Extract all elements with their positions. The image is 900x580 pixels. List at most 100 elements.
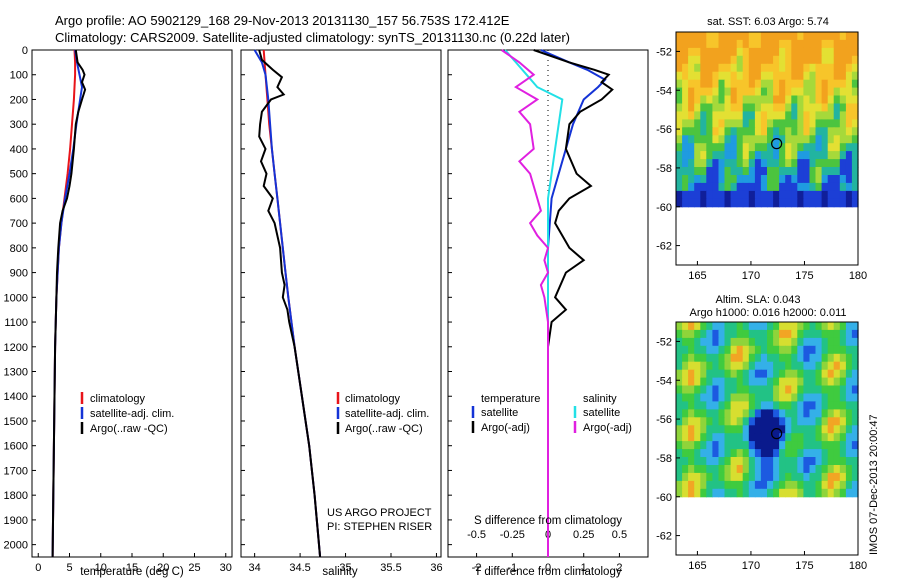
map-cell: [851, 167, 859, 176]
map-cell: [712, 441, 720, 450]
map-cell: [767, 39, 774, 49]
map-cell: [688, 377, 695, 387]
map-cell: [760, 159, 768, 168]
map-cell: [706, 32, 713, 41]
map-cell: [742, 190, 750, 200]
map-cell: [694, 127, 701, 136]
map-cell: [845, 182, 853, 192]
y-tick-label: 1500: [4, 416, 28, 428]
map-cell: [845, 393, 853, 402]
map-cell: [694, 361, 701, 371]
map-cell: [724, 329, 732, 339]
map-cell: [700, 417, 707, 426]
map-cell: [809, 103, 817, 112]
map-cell: [833, 111, 841, 120]
map-cell: [754, 32, 762, 41]
map-cell: [797, 79, 804, 89]
map-cell: [700, 472, 707, 482]
map-cell: [754, 111, 762, 120]
map-cell: [821, 449, 829, 458]
map-cell: [821, 401, 829, 410]
map-cell: [706, 182, 713, 192]
map-cell: [845, 488, 853, 498]
map-y-tick-label: -58: [656, 453, 672, 465]
y-tick-label: 1900: [4, 515, 28, 527]
map-cell: [797, 457, 804, 466]
map-cell: [845, 465, 853, 474]
map-cell: [815, 433, 823, 442]
map-cell: [706, 190, 713, 200]
map-cell: [730, 143, 738, 152]
map-cell: [839, 119, 847, 128]
map-cell: [730, 457, 738, 466]
map-cell: [779, 322, 786, 331]
map-cell: [700, 95, 707, 104]
map-cell: [724, 441, 732, 450]
map-cell: [809, 449, 817, 458]
legend-salinity-heading: salinity: [583, 393, 617, 405]
map-cell: [815, 401, 823, 410]
map-cell: [676, 369, 683, 379]
map-cell: [676, 39, 683, 49]
map-cell: [688, 385, 695, 394]
map-cell: [809, 39, 817, 49]
map-cell: [736, 329, 744, 339]
map-cell: [791, 361, 798, 371]
map-cell: [809, 488, 817, 498]
map-cell: [827, 425, 835, 434]
legend-label-t-argo: Argo(-adj): [481, 422, 530, 434]
map-cell: [724, 95, 732, 104]
map-cell: [815, 167, 823, 176]
map-cell: [797, 103, 804, 112]
y-tick-label: 1200: [4, 342, 28, 354]
map-cell: [803, 55, 811, 65]
map-cell: [827, 143, 835, 152]
map-cell: [706, 433, 713, 442]
map-cell: [712, 167, 720, 176]
map-cell: [760, 55, 768, 65]
map-cell: [700, 190, 707, 200]
map-cell: [815, 182, 823, 192]
map-cell: [845, 329, 853, 339]
map-cell: [791, 465, 798, 474]
map-cell: [676, 63, 683, 73]
map-cell: [682, 441, 689, 450]
map-cell: [839, 198, 847, 208]
map-cell: [767, 329, 774, 339]
map-cell: [718, 337, 726, 347]
map-cell: [809, 457, 817, 466]
map-cell: [694, 409, 701, 418]
map-cell: [676, 79, 683, 89]
map-cell: [785, 425, 792, 434]
map-cell: [851, 457, 859, 466]
map-cell: [815, 87, 823, 97]
map-cell: [736, 182, 744, 192]
sst-map: 165 170 175 180 -52 -54 -56 -58 -60 -62: [656, 31, 867, 282]
map-cell: [760, 425, 768, 434]
map-cell: [833, 135, 841, 144]
map-cell: [797, 175, 804, 184]
map-cell: [827, 393, 835, 402]
map-cell: [833, 449, 841, 458]
map-cell: [797, 95, 804, 104]
map-cell: [724, 111, 732, 120]
map-cell: [797, 480, 804, 490]
map-cell: [706, 95, 713, 104]
map-cell: [712, 417, 720, 426]
map-cell: [760, 488, 768, 498]
salinity-panel-frame: [240, 49, 442, 558]
map-cell: [694, 190, 701, 200]
map-cell: [682, 409, 689, 418]
map-cell: [815, 393, 823, 402]
map-cell: [785, 47, 792, 57]
map-cell: [736, 465, 744, 474]
map-cell: [730, 182, 738, 192]
map-cell: [773, 377, 780, 387]
map-cell: [779, 465, 786, 474]
map-cell: [815, 151, 823, 160]
map-cell: [845, 167, 853, 176]
map-cell: [748, 465, 756, 474]
map-cell: [845, 190, 853, 200]
map-cell: [682, 159, 689, 168]
map-cell: [791, 159, 798, 168]
